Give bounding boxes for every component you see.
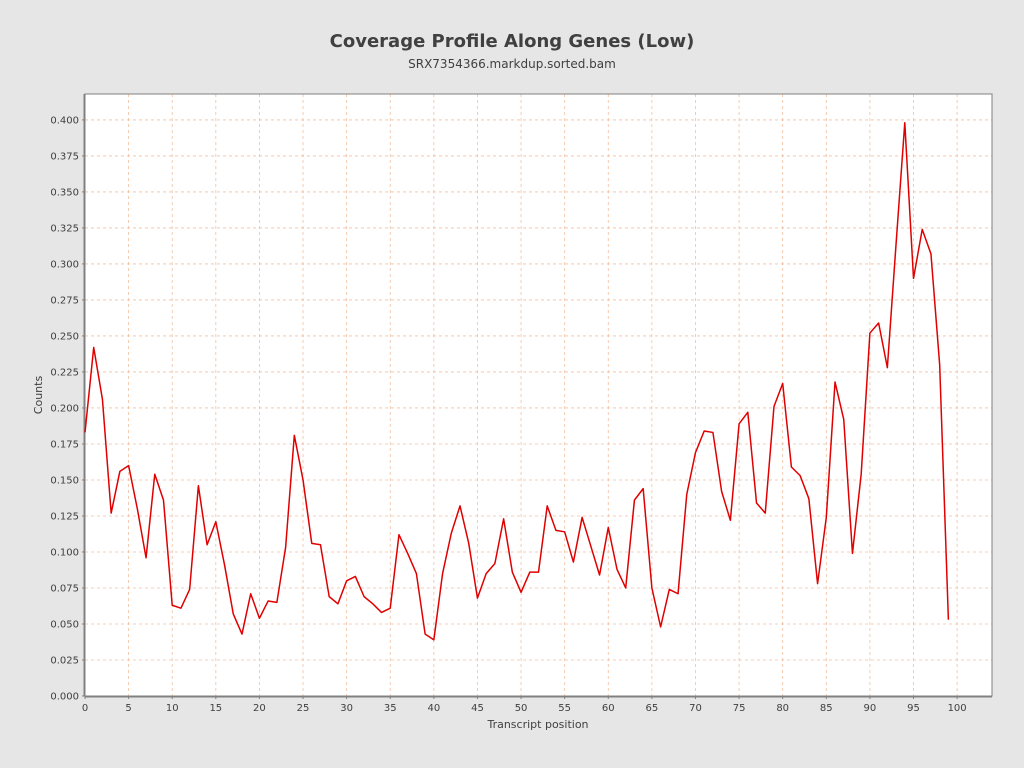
y-tick-label: 0.025 — [50, 655, 79, 666]
x-tick-label: 90 — [864, 703, 877, 714]
x-tick-label: 10 — [166, 703, 179, 714]
x-tick-label: 60 — [602, 703, 615, 714]
y-tick-label: 0.275 — [50, 295, 79, 306]
x-tick-label: 45 — [471, 703, 484, 714]
y-tick-label: 0.200 — [50, 403, 79, 414]
x-tick-label: 5 — [125, 703, 131, 714]
x-tick-label: 30 — [340, 703, 353, 714]
y-tick-label: 0.100 — [50, 547, 79, 558]
plot-border — [84, 93, 993, 697]
x-tick-label: 95 — [907, 703, 920, 714]
x-tick-label: 75 — [733, 703, 746, 714]
x-axis-label: Transcript position — [486, 718, 588, 731]
y-tick-label: 0.250 — [50, 331, 79, 342]
x-tick-label: 35 — [384, 703, 397, 714]
y-tick-label: 0.075 — [50, 583, 79, 594]
x-tick-label: 65 — [646, 703, 659, 714]
chart-subtitle: SRX7354366.markdup.sorted.bam — [408, 57, 616, 71]
x-tick-label: 50 — [515, 703, 528, 714]
plot-area — [85, 94, 992, 696]
y-tick-label: 0.225 — [50, 367, 79, 378]
y-tick-label: 0.125 — [50, 511, 79, 522]
x-tick-label: 0 — [82, 703, 88, 714]
series-layer — [84, 122, 950, 641]
x-tick-label: 20 — [253, 703, 266, 714]
y-tick-label: 0.350 — [50, 187, 79, 198]
x-tick-label: 55 — [558, 703, 571, 714]
y-tick-label: 0.050 — [50, 619, 79, 630]
x-tick-label: 40 — [427, 703, 440, 714]
y-tick-label: 0.400 — [50, 115, 79, 126]
y-tick-label: 0.375 — [50, 151, 79, 162]
y-tick-label: 0.325 — [50, 223, 79, 234]
x-tick-label: 25 — [297, 703, 310, 714]
x-tick-label: 85 — [820, 703, 833, 714]
axes: 0.000 0.025 0.050 0.075 0.100 0.125 0.150 0.175… — [50, 94, 992, 714]
series-line — [84, 122, 950, 641]
y-tick-label: 0.150 — [50, 475, 79, 486]
y-tick-label: 0.300 — [50, 259, 79, 270]
grid-lines — [85, 94, 992, 697]
y-axis-label: Counts — [32, 376, 45, 415]
chart-title: Coverage Profile Along Genes (Low) — [329, 31, 695, 52]
y-tick-label: 0.175 — [50, 439, 79, 450]
x-tick-label: 15 — [209, 703, 222, 714]
x-tick-label: 100 — [948, 703, 967, 714]
x-tick-label: 80 — [776, 703, 789, 714]
y-tick-label: 0.000 — [50, 692, 79, 703]
x-tick-label: 70 — [689, 703, 702, 714]
